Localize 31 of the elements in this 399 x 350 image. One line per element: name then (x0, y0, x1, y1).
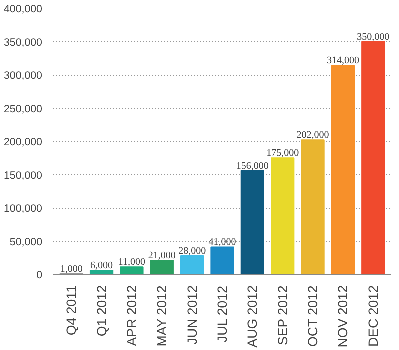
x-tick-label: OCT 2012 (306, 286, 321, 347)
x-tick-label: AUG 2012 (245, 285, 260, 348)
x-tick-label: JUL 2012 (215, 286, 230, 343)
data-label: 21,000 (148, 250, 176, 262)
x-tick-label: Q1 2012 (94, 285, 110, 337)
x-tick-label: NOV 2012 (336, 285, 351, 348)
y-tick-label: 50,000 (10, 236, 43, 248)
data-label: 41,000 (208, 237, 236, 248)
y-tick-label: 150,000 (4, 170, 43, 182)
x-tick-label: Q4 2011 (64, 285, 80, 336)
data-label: 175,000 (266, 148, 300, 160)
y-tick-label: 250,000 (4, 103, 43, 116)
x-tick-label: JUN 2012 (184, 285, 200, 345)
y-tick-label: 0 (36, 270, 43, 282)
data-label: 11,000 (118, 257, 146, 268)
data-label: 1,000 (60, 264, 83, 275)
y-tick-label: 200,000 (4, 136, 43, 148)
data-label: 6,000 (90, 260, 114, 272)
x-tick-label: SEP 2012 (275, 286, 290, 346)
data-label: 202,000 (296, 130, 330, 142)
y-tick-label: 100,000 (4, 203, 43, 215)
data-label: 156,000 (236, 160, 269, 172)
y-tick-label: 300,000 (4, 70, 43, 82)
data-label: 28,000 (178, 246, 206, 257)
y-tick-label: 350,000 (4, 36, 43, 49)
y-tick-label: 400,000 (4, 4, 43, 16)
data-label: 350,000 (357, 32, 390, 43)
data-label: 314,000 (326, 56, 360, 67)
x-tick-label: DEC 2012 (366, 285, 381, 347)
x-tick-label: APR 2012 (124, 285, 140, 346)
x-tick-label: MAY 2012 (154, 286, 170, 347)
